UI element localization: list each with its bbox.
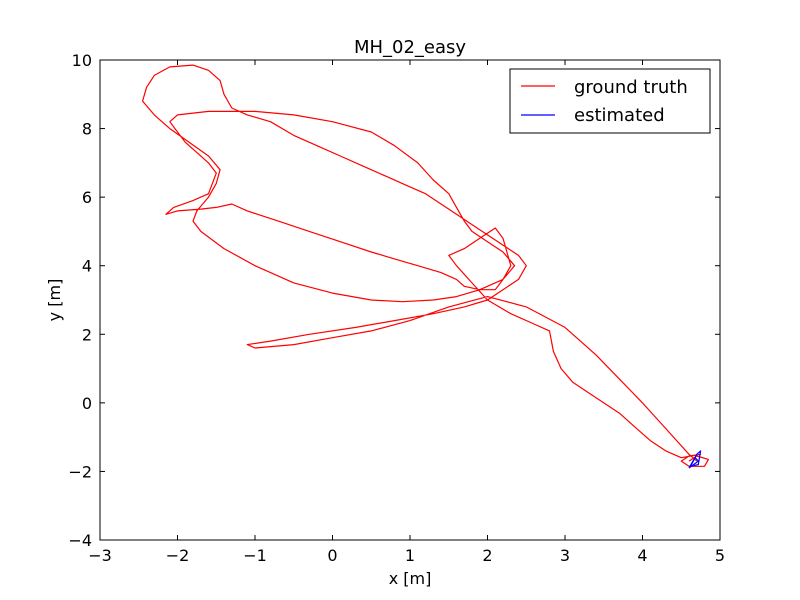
legend-label-ground-truth: ground truth [574,77,688,98]
y-tick-label: 6 [82,188,92,207]
y-tick-label: 2 [82,325,92,344]
y-tick-label: 4 [82,257,92,276]
x-axis-label: x [m] [389,569,432,588]
y-tick-label: 8 [82,120,92,139]
series-line-estimated [688,450,702,469]
legend-box [509,68,711,134]
x-tick-label: 3 [560,546,570,565]
legend: ground truth estimated [509,68,711,134]
x-tick-label: 0 [327,546,337,565]
y-axis-label: y [m] [45,279,64,322]
y-tick-label: −2 [68,462,92,481]
y-tick-label: −4 [68,531,92,550]
x-tick-label: −1 [243,546,267,565]
y-tick-label: 10 [72,51,92,70]
y-tick-label: 0 [82,394,92,413]
x-tick-label: −2 [166,546,190,565]
x-tick-label: 5 [715,546,725,565]
x-tick-label: 4 [637,546,647,565]
tick-layer: −3 −2 −1 0 1 2 3 4 5 −4 −2 0 2 4 6 8 10 [68,51,725,565]
series-layer [142,64,710,469]
x-tick-label: 1 [405,546,415,565]
series-line-ground-truth [142,64,710,467]
chart-title: MH_02_easy [354,37,466,58]
x-tick-label: 2 [482,546,492,565]
legend-label-estimated: estimated [574,105,665,126]
x-tick-label: −3 [88,546,112,565]
